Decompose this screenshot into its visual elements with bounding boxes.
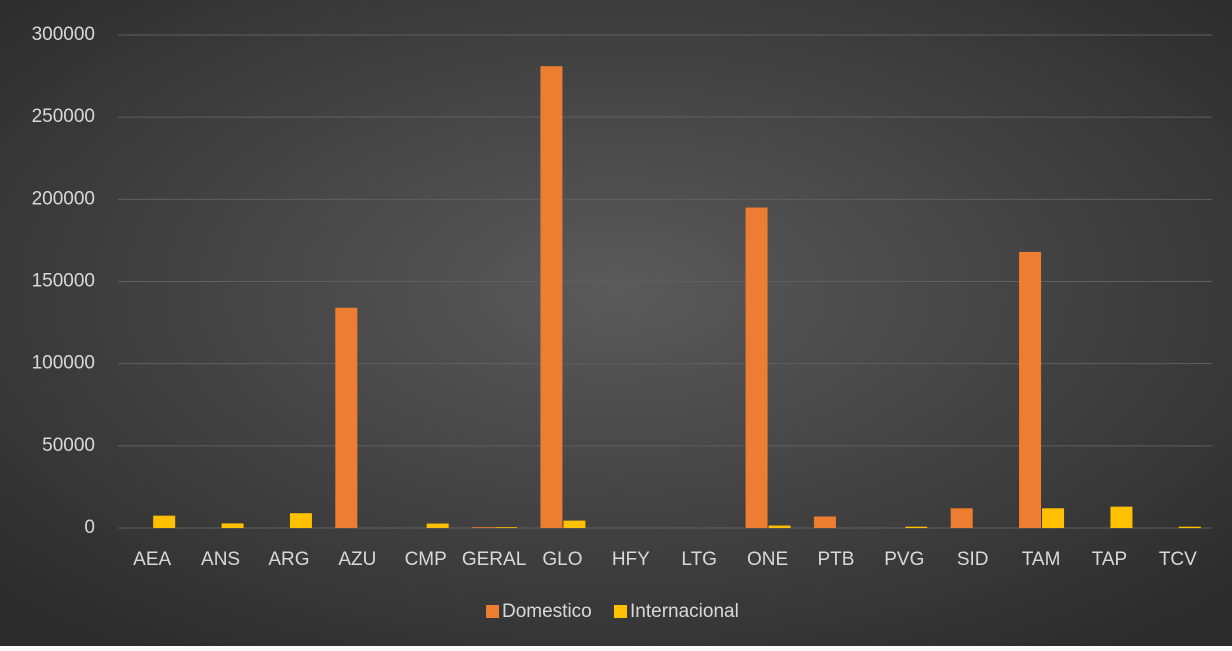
y-tick-label: 0 <box>84 517 95 538</box>
y-tick-label: 50000 <box>42 435 95 456</box>
x-tick-label: SID <box>957 549 989 570</box>
y-tick-label: 100000 <box>32 353 95 374</box>
bar <box>1019 251 1042 529</box>
bar <box>1178 526 1201 528</box>
legend-label: Domestico <box>502 601 592 622</box>
x-tick-label: AZU <box>338 549 376 570</box>
bar <box>1042 508 1065 528</box>
bar <box>472 527 495 528</box>
y-tick-label: 200000 <box>32 188 95 209</box>
x-tick-label: TAM <box>1022 549 1061 570</box>
x-tick-label: CMP <box>405 549 447 570</box>
x-tick-label: AEA <box>133 549 171 570</box>
x-tick-label: GLO <box>542 549 582 570</box>
x-tick-label: PVG <box>884 549 924 570</box>
bar <box>768 525 791 528</box>
bar <box>1110 506 1133 528</box>
bar <box>289 513 312 528</box>
bar <box>813 516 836 528</box>
x-tick-label: GERAL <box>462 549 526 570</box>
x-tick-label: TAP <box>1092 549 1128 570</box>
bar <box>745 207 768 529</box>
bar <box>540 66 563 529</box>
y-tick-label: 250000 <box>32 106 95 127</box>
bar <box>153 515 176 528</box>
bar <box>335 307 358 528</box>
x-tick-label: HFY <box>612 549 650 570</box>
bar <box>563 520 586 528</box>
bar <box>950 508 973 528</box>
legend-swatch <box>486 605 499 618</box>
bar <box>221 523 244 528</box>
bar <box>905 526 928 528</box>
bar <box>495 527 518 528</box>
x-tick-label: ANS <box>201 549 240 570</box>
y-tick-label: 150000 <box>32 271 95 292</box>
x-tick-label: LTG <box>681 549 717 570</box>
x-tick-label: TCV <box>1159 549 1197 570</box>
bar <box>426 523 449 528</box>
x-tick-label: ARG <box>268 549 309 570</box>
x-tick-label: PTB <box>817 549 854 570</box>
y-tick-label: 300000 <box>32 24 95 45</box>
legend-swatch <box>614 605 627 618</box>
legend-label: Internacional <box>630 601 739 622</box>
x-tick-label: ONE <box>747 549 788 570</box>
